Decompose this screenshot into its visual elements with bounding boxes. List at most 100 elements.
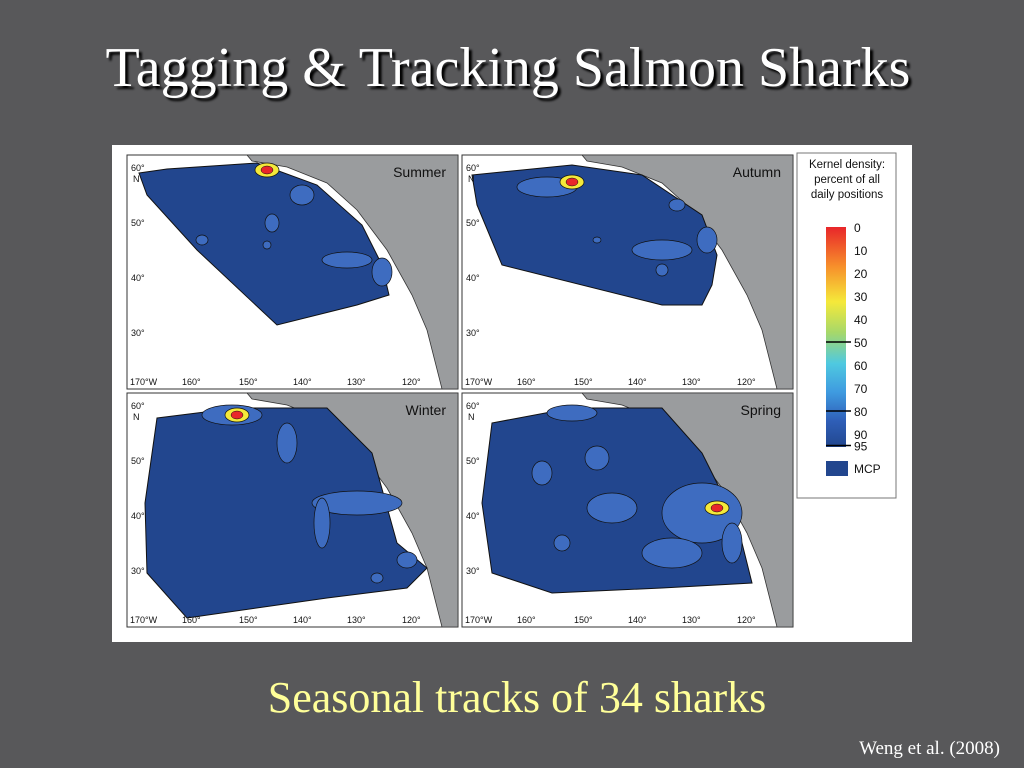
legend-level: 30 bbox=[854, 290, 868, 304]
land bbox=[246, 392, 459, 628]
legend-level: 90 bbox=[854, 428, 868, 442]
latitude-label: 50° bbox=[466, 218, 480, 228]
longitude-label: 130° bbox=[347, 615, 366, 625]
longitude-label: 140° bbox=[293, 377, 312, 387]
longitude-label: 160° bbox=[517, 615, 536, 625]
density-area bbox=[553, 534, 571, 552]
longitude-label: 170°W bbox=[130, 377, 158, 387]
density-area bbox=[546, 404, 598, 422]
longitude-label: 170°W bbox=[130, 615, 158, 625]
legend-level: 10 bbox=[854, 244, 868, 258]
longitude-label: 160° bbox=[517, 377, 536, 387]
density-area bbox=[584, 445, 610, 471]
hemisphere-label: N bbox=[133, 174, 140, 184]
density-area bbox=[321, 251, 373, 269]
density-hotspot bbox=[710, 503, 724, 513]
latitude-label: 30° bbox=[131, 328, 145, 338]
legend-level: 40 bbox=[854, 313, 868, 327]
figure: Summer 60° 50° 40° 30° N 170°W 160° 150° 140° 130°… bbox=[112, 145, 912, 642]
legend-level: 80 bbox=[854, 405, 868, 419]
density-area bbox=[531, 460, 553, 486]
map-panel: Spring 60° 50° 40° 30° N 170°W 160° 150° 140° 130°… bbox=[461, 392, 794, 628]
latitude-label: 30° bbox=[466, 328, 480, 338]
season-label: Summer bbox=[393, 164, 446, 180]
density-area bbox=[655, 263, 669, 277]
latitude-label: 30° bbox=[131, 566, 145, 576]
season-label: Autumn bbox=[733, 164, 781, 180]
density-area bbox=[641, 537, 703, 569]
latitude-label: 60° bbox=[131, 401, 145, 411]
land bbox=[581, 154, 794, 390]
density-hotspot bbox=[565, 177, 579, 187]
density-hotspot bbox=[260, 165, 274, 175]
latitude-label: 50° bbox=[466, 456, 480, 466]
density-area bbox=[592, 236, 602, 244]
season-label: Winter bbox=[406, 402, 447, 418]
hemisphere-label: N bbox=[468, 412, 475, 422]
latitude-label: 60° bbox=[131, 163, 145, 173]
latitude-label: 40° bbox=[466, 273, 480, 283]
legend-title: percent of all bbox=[814, 174, 880, 186]
density-area bbox=[313, 497, 331, 549]
longitude-label: 140° bbox=[293, 615, 312, 625]
density-area bbox=[262, 240, 272, 250]
latitude-label: 50° bbox=[131, 456, 145, 466]
latitude-label: 50° bbox=[131, 218, 145, 228]
density-area bbox=[264, 213, 280, 233]
slide-title: Tagging & Tracking Salmon Sharks bbox=[105, 37, 911, 99]
density-area bbox=[396, 551, 418, 569]
longitude-label: 140° bbox=[628, 377, 647, 387]
legend-level: 95 bbox=[854, 440, 868, 454]
legend-title: daily positions bbox=[811, 189, 883, 201]
season-label: Spring bbox=[741, 402, 781, 418]
longitude-label: 120° bbox=[402, 615, 421, 625]
density-area bbox=[195, 234, 209, 246]
density-area bbox=[289, 184, 315, 206]
legend-level: 20 bbox=[854, 267, 868, 281]
latitude-label: 40° bbox=[131, 511, 145, 521]
longitude-label: 170°W bbox=[465, 377, 493, 387]
latitude-label: 30° bbox=[466, 566, 480, 576]
map-panel: Summer 60° 50° 40° 30° N 170°W 160° 150° 140° 130°… bbox=[126, 154, 459, 390]
longitude-label: 140° bbox=[628, 615, 647, 625]
legend-colorbar bbox=[826, 227, 846, 447]
longitude-label: 160° bbox=[182, 377, 201, 387]
longitude-label: 120° bbox=[737, 377, 756, 387]
legend-level: 60 bbox=[854, 359, 868, 373]
legend-title: Kernel density: bbox=[809, 159, 885, 171]
map-panel: Winter 60° 50° 40° 30° N 170°W 160° 150° 140° 130°… bbox=[126, 392, 459, 628]
legend-level: 0 bbox=[854, 221, 861, 235]
citation: Weng et al. (2008) bbox=[859, 738, 1000, 759]
mcp-area bbox=[144, 407, 428, 619]
density-area bbox=[276, 422, 298, 464]
longitude-label: 120° bbox=[737, 615, 756, 625]
density-area bbox=[721, 522, 743, 564]
longitude-label: 130° bbox=[347, 377, 366, 387]
density-area bbox=[370, 572, 384, 584]
caption: Seasonal tracks of 34 sharks bbox=[267, 673, 767, 722]
hemisphere-label: N bbox=[468, 174, 475, 184]
latitude-label: 60° bbox=[466, 401, 480, 411]
legend-box bbox=[796, 152, 897, 499]
longitude-label: 120° bbox=[402, 377, 421, 387]
longitude-label: 130° bbox=[682, 377, 701, 387]
longitude-label: 150° bbox=[574, 377, 593, 387]
latitude-label: 60° bbox=[466, 163, 480, 173]
density-hotspot bbox=[230, 410, 244, 420]
longitude-label: 170°W bbox=[465, 615, 493, 625]
density-area bbox=[696, 226, 718, 254]
density-area bbox=[631, 239, 693, 261]
longitude-label: 160° bbox=[182, 615, 201, 625]
map-panel: Autumn 60° 50° 40° 30° N 170°W 160° 150° 140° 130°… bbox=[461, 154, 794, 390]
longitude-label: 150° bbox=[239, 615, 258, 625]
density-area bbox=[311, 490, 403, 516]
density-area bbox=[661, 482, 743, 544]
longitude-label: 150° bbox=[239, 377, 258, 387]
latitude-label: 40° bbox=[466, 511, 480, 521]
hemisphere-label: N bbox=[133, 412, 140, 422]
longitude-label: 130° bbox=[682, 615, 701, 625]
longitude-label: 150° bbox=[574, 615, 593, 625]
legend-level: 70 bbox=[854, 382, 868, 396]
legend: Kernel density: percent of all daily posit… bbox=[796, 152, 897, 499]
